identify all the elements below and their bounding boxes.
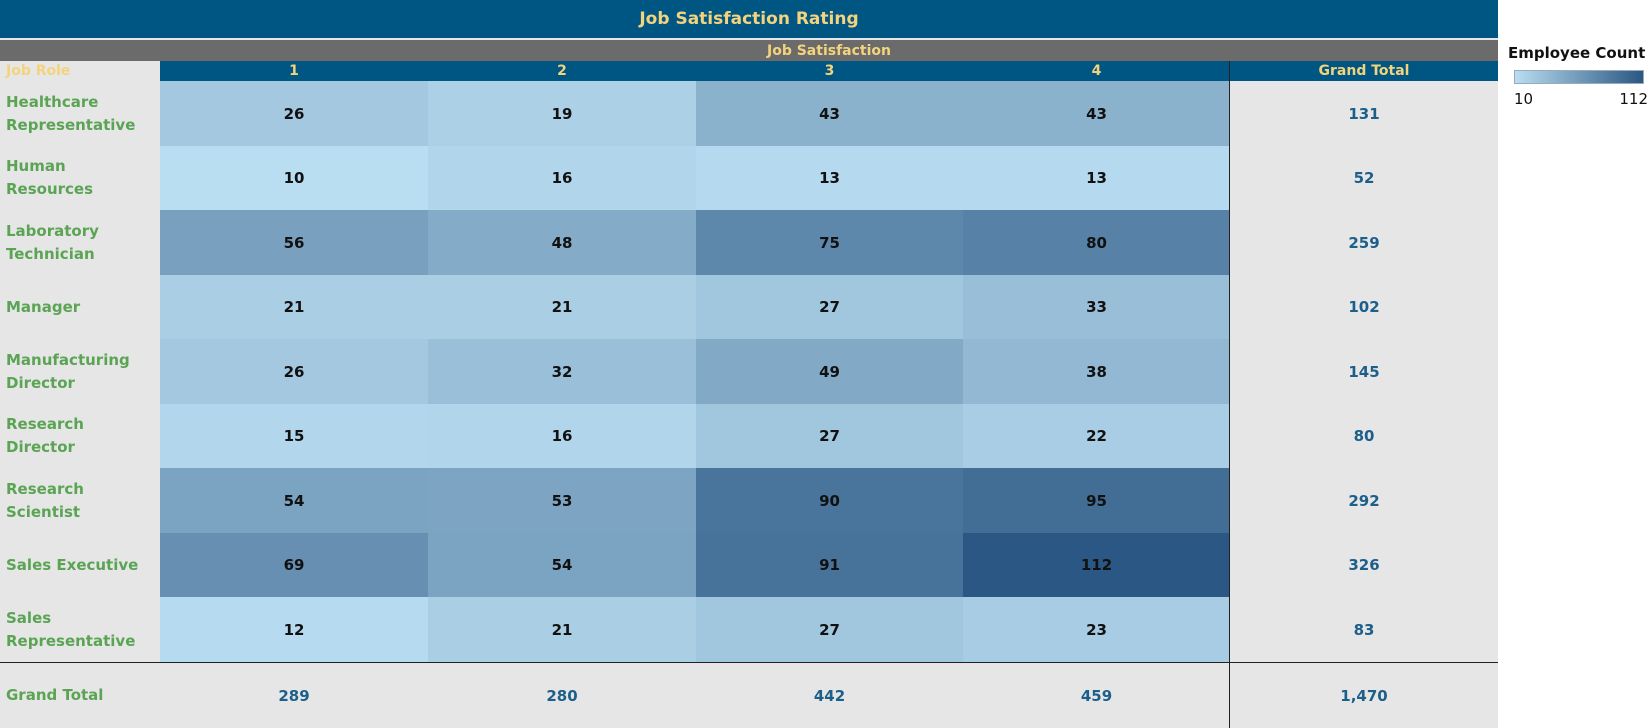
heatmap-cell: 19 [428, 81, 696, 146]
grand-total-row-label: Grand Total [6, 686, 104, 704]
column-header-grand-total: Grand Total [1318, 63, 1410, 79]
color-legend: Employee Count 10 112 [1508, 44, 1648, 114]
heatmap-cell: 75 [696, 210, 963, 275]
heatmap-cell: 33 [963, 275, 1230, 339]
heatmap-cell: 53 [428, 468, 696, 533]
heatmap-cell: 16 [428, 404, 696, 468]
heatmap-cell: 54 [160, 468, 428, 533]
heatmap-cell: 21 [428, 597, 696, 662]
view-title: Job Satisfaction Rating [0, 0, 1498, 38]
heatmap-cell: 13 [696, 146, 963, 210]
column-header-1: 1 [289, 63, 299, 79]
row-label: Manufacturing Director [6, 350, 130, 392]
heatmap-cell: 27 [696, 275, 963, 339]
heatmap-cell: 27 [696, 404, 963, 468]
legend-gradient-bar [1514, 70, 1644, 84]
heatmap-cell: 48 [428, 210, 696, 275]
heatmap-cell: 23 [963, 597, 1230, 662]
heatmap-cell: 26 [160, 81, 428, 146]
heatmap-cell: 13 [963, 146, 1230, 210]
grand-total-cell: 1,470 [1340, 686, 1388, 705]
row-total-cell: 145 [1348, 362, 1380, 381]
heatmap-cell: 95 [963, 468, 1230, 533]
row-label: Human Resources [6, 157, 94, 198]
heatmap-cell: 10 [160, 146, 428, 210]
row-label: Research Scientist [6, 479, 84, 521]
column-total-cell: 459 [1080, 686, 1113, 705]
row-total-cell: 259 [1348, 233, 1380, 252]
heatmap-cell: 49 [696, 339, 963, 404]
row-label: Laboratory Technician [6, 221, 99, 263]
heatmap-cell: 43 [963, 81, 1230, 146]
legend-min-label: 10 [1514, 90, 1534, 108]
heatmap-cell: 90 [696, 468, 963, 533]
grand-total-divider-vertical [1229, 61, 1230, 728]
heatmap-cell: 12 [160, 597, 428, 662]
heatmap-cell: 22 [963, 404, 1230, 468]
row-total-cell: 292 [1348, 491, 1380, 510]
row-label: Sales Executive [6, 555, 139, 574]
row-total-cell: 80 [1353, 427, 1375, 445]
heatmap-cell: 21 [160, 275, 428, 339]
row-total-cell: 131 [1348, 104, 1380, 123]
heatmap-cell: 32 [428, 339, 696, 404]
legend-max-label: 112 [1619, 90, 1648, 108]
row-total-cell: 52 [1353, 169, 1375, 187]
column-header-3: 3 [824, 63, 835, 79]
heatmap-cell: 80 [963, 210, 1230, 275]
column-header-bar [160, 61, 1498, 81]
heatmap-cell: 27 [696, 597, 963, 662]
heatmap-cell: 16 [428, 146, 696, 210]
column-group-header: Job Satisfaction [0, 40, 1498, 61]
heatmap-cell: 112 [963, 533, 1230, 597]
row-label: Manager [6, 297, 81, 316]
heatmap-cell: 26 [160, 339, 428, 404]
column-total-cell: 442 [813, 686, 846, 705]
row-total-cell: 326 [1348, 556, 1380, 574]
heatmap-cell: 43 [696, 81, 963, 146]
heatmap-cell: 54 [428, 533, 696, 597]
legend-title: Employee Count [1508, 44, 1646, 62]
heatmap-cell: 69 [160, 533, 428, 597]
column-total-cell: 280 [546, 686, 578, 705]
row-label: Healthcare Representative [6, 92, 136, 134]
row-label: Research Director [6, 415, 84, 456]
heatmap-cell: 38 [963, 339, 1230, 404]
heatmap-cell: 91 [696, 533, 963, 597]
grand-total-divider-horizontal [0, 662, 1498, 663]
heatmap-cell: 21 [428, 275, 696, 339]
heatmap-cell: 56 [160, 210, 428, 275]
heatmap-view: Job Satisfaction Rating Job Satisfaction… [0, 0, 1498, 728]
column-total-cell: 289 [278, 686, 310, 705]
row-header-label: Job Role [6, 63, 71, 79]
row-total-cell: 102 [1348, 298, 1380, 316]
column-header-2: 2 [557, 63, 567, 79]
row-label: Sales Representative [6, 608, 136, 650]
row-total-cell: 83 [1353, 620, 1375, 639]
column-header-4: 4 [1091, 63, 1102, 79]
heatmap-cell: 15 [160, 404, 428, 468]
